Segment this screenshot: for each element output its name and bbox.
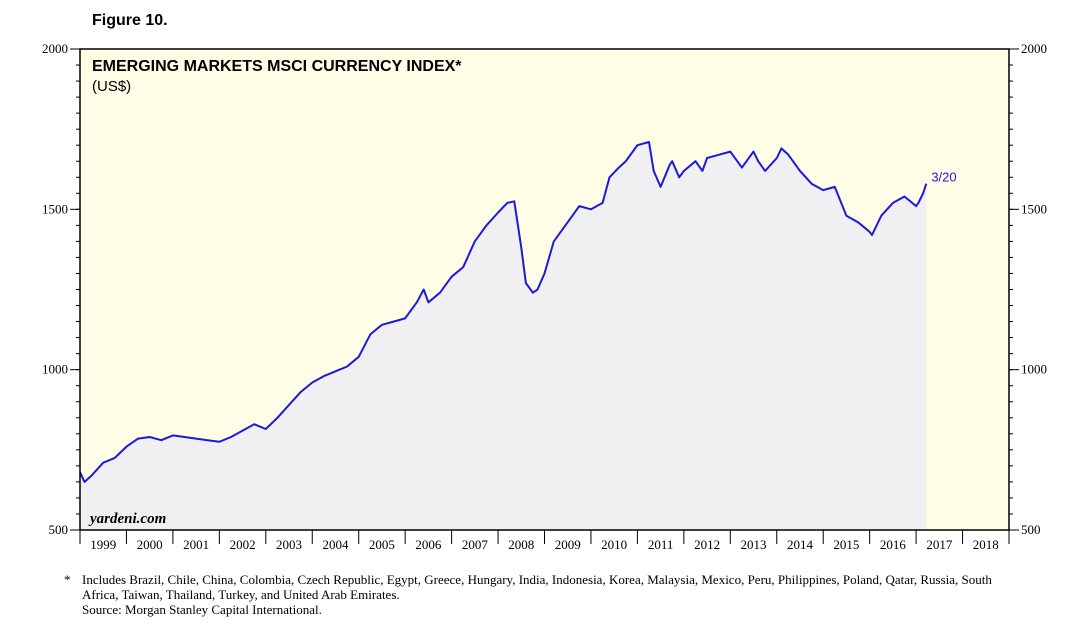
x-year-label: 2008 (508, 537, 534, 552)
x-year-label: 2011 (648, 537, 674, 552)
figure-label: Figure 10. (92, 12, 168, 29)
y-tick-label-right: 1500 (1021, 201, 1047, 216)
x-year-label: 2012 (694, 537, 720, 552)
watermark: yardeni.com (88, 511, 166, 527)
x-year-label: 2005 (369, 537, 395, 552)
y-tick-label-right: 500 (1021, 522, 1041, 537)
end-date-label: 3/20 (931, 170, 956, 185)
y-tick-label-left: 2000 (42, 41, 68, 56)
x-year-label: 2016 (880, 537, 907, 552)
y-tick-label-right: 1000 (1021, 362, 1047, 377)
footnote-marker: * (64, 572, 71, 587)
x-year-label: 2001 (183, 537, 209, 552)
x-year-label: 2015 (833, 537, 859, 552)
x-year-label: 2014 (787, 537, 814, 552)
y-tick-label-right: 2000 (1021, 41, 1047, 56)
footnote: * Includes Brazil, Chile, China, Colombi… (64, 572, 1022, 617)
x-year-label: 2002 (230, 537, 256, 552)
footnote-source: Source: Morgan Stanley Capital Internati… (82, 602, 322, 617)
chart-svg: 3/20 500 500 1000 1000 1500 1500 2000 2000 1999 2… (42, 41, 1047, 552)
series-area (80, 142, 927, 530)
x-year-label: 2000 (137, 537, 163, 552)
x-year-label: 2003 (276, 537, 302, 552)
footnote-countries: Includes Brazil, Chile, China, Colombia,… (82, 572, 992, 602)
series-line (79, 141, 928, 483)
chart-subtitle: (US$) (92, 78, 131, 95)
y-tick-label-left: 500 (49, 522, 69, 537)
y-tick-label-left: 1500 (42, 201, 68, 216)
x-year-label: 1999 (90, 537, 116, 552)
x-year-label: 2013 (741, 537, 767, 552)
chart-title: EMERGING MARKETS MSCI CURRENCY INDEX* (92, 58, 462, 75)
x-year-label: 2017 (926, 537, 953, 552)
x-year-label: 2007 (462, 537, 489, 552)
x-year-label: 2010 (601, 537, 627, 552)
x-year-label: 2006 (415, 537, 442, 552)
x-year-label: 2018 (973, 537, 999, 552)
x-year-label: 2009 (555, 537, 581, 552)
y-tick-label-left: 1000 (42, 362, 68, 377)
x-year-label: 2004 (322, 537, 349, 552)
